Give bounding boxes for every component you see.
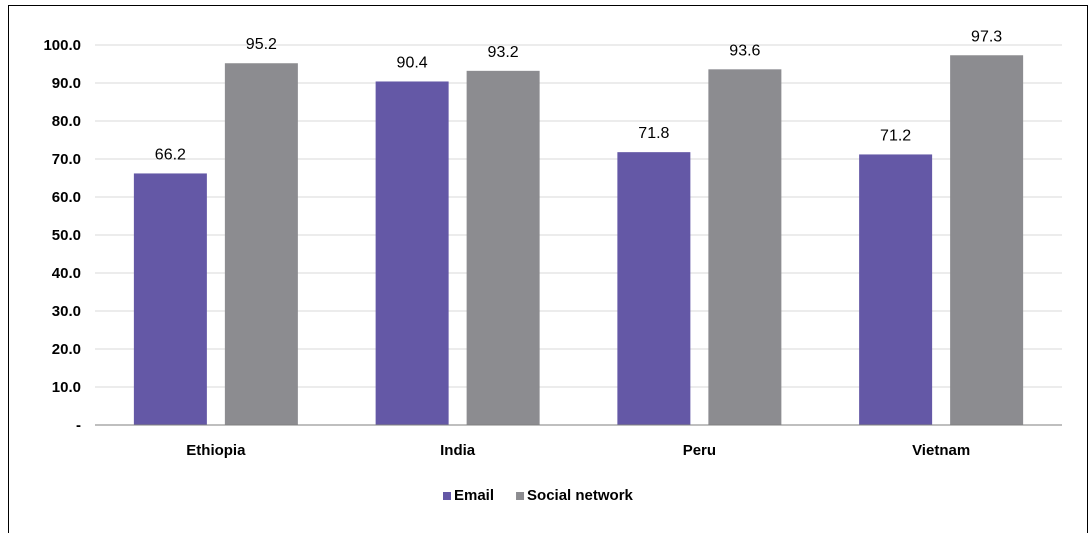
x-category-label: Vietnam — [912, 442, 970, 459]
legend: Email Social network — [443, 487, 634, 504]
bar-social-network — [224, 63, 298, 426]
y-tick-label: 70.0 — [52, 151, 81, 168]
legend-swatch — [516, 492, 525, 500]
y-tick-label: 50.0 — [52, 227, 81, 244]
legend-swatch — [443, 492, 451, 500]
x-axis-categories: Ethiopia India Peru Vietnam — [186, 442, 970, 459]
legend-label: Social network — [527, 487, 634, 504]
y-tick-label: 20.0 — [52, 341, 81, 358]
data-label: 93.6 — [729, 42, 760, 59]
data-label: 93.2 — [488, 44, 519, 61]
y-tick-label: 30.0 — [52, 303, 81, 320]
data-label: 66.2 — [155, 146, 186, 163]
data-label: 97.3 — [971, 28, 1002, 45]
data-label: 71.8 — [638, 125, 669, 142]
y-tick-label: 90.0 — [52, 75, 81, 92]
y-tick-label: 40.0 — [52, 265, 81, 282]
bars — [133, 55, 1024, 426]
y-tick-label: 60.0 — [52, 189, 81, 206]
y-axis-ticks: - 10.0 20.0 30.0 40.0 50.0 60.0 70.0 80.0 90.0 100… — [43, 37, 81, 434]
bar-email — [133, 173, 207, 425]
data-label: 95.2 — [246, 36, 277, 53]
legend-label: Email — [454, 487, 494, 504]
bar-social-network — [950, 55, 1024, 425]
y-tick-label: 80.0 — [52, 113, 81, 130]
bar-social-network — [466, 70, 540, 425]
y-tick-label: 100.0 — [43, 37, 81, 54]
x-category-label: Ethiopia — [186, 442, 246, 459]
data-labels: 66.2 95.2 90.4 93.2 71.8 93.6 71.2 97.3 — [155, 28, 1002, 163]
data-label: 90.4 — [397, 54, 428, 71]
data-label: 71.2 — [880, 127, 911, 144]
bar-email — [617, 152, 691, 425]
y-tick-label: - — [76, 417, 81, 434]
bar-social-network — [708, 69, 782, 425]
bar-email — [859, 154, 933, 425]
bar-email — [375, 81, 449, 425]
x-category-label: India — [440, 442, 476, 459]
x-category-label: Peru — [683, 442, 716, 459]
y-tick-label: 10.0 — [52, 379, 81, 396]
